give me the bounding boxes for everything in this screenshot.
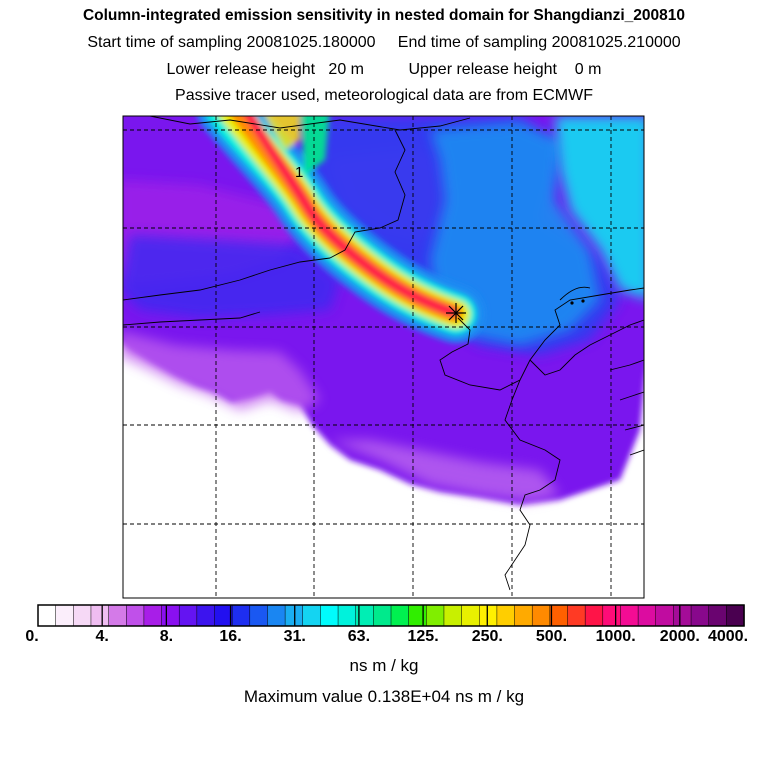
colorbar-tick-label: 31. [283,628,306,645]
colorbar-cell [602,604,622,627]
colorbar-tick-label: 63. [347,628,371,645]
colorbar-cell [584,604,604,627]
colorbar-cell [567,604,586,627]
star-cross-icon [446,303,466,323]
sampling-end-label: End time of sampling [397,34,548,51]
plume [197,116,485,343]
colorbar-cell [214,604,233,627]
sampling-times: Start time of sampling 20081025.180000 E… [0,34,768,52]
lat-lon-grid [123,116,644,598]
colorbar-cell [408,604,427,627]
colorbar-cell [267,604,286,627]
colorbar-cell [531,604,551,627]
colorbar-cell [302,604,322,627]
colorbar-cell [443,604,463,627]
colorbar-tick-label: 16. [219,628,242,645]
colorbar-cell [726,604,745,627]
colorbar-cell [249,604,269,627]
colorbar-major-dividers [101,605,681,626]
plume-label: 1 [295,164,303,181]
colorbar-cell [73,604,92,627]
colorbar-units: ns m / kg [349,656,419,675]
max-units: ns m / kg [455,687,525,706]
colorbar-cell [90,604,110,627]
colorbar-tick-label: 4000. [707,628,749,645]
colorbar-tick-label: 250. [471,628,503,645]
colorbar-cell [143,604,163,627]
colorbar-cell [637,604,657,627]
sensitivity-field-cyan [555,116,644,298]
map-frame [122,115,645,599]
lower-release-value: 20 m [328,61,364,78]
colorbar-cell [708,604,728,627]
map-field [123,116,644,598]
colorbar-tick-label: 1000. [595,628,636,645]
colorbar-cell [690,604,710,627]
colorbar-cell [655,604,675,627]
colorbar-cell [108,604,127,627]
colorbar-cell [373,604,392,627]
upper-release-value: 0 m [574,61,602,78]
colorbar-tick-label: 0. [25,628,39,645]
colorbar-tick-label: 125. [407,628,439,645]
colorbar-cell [496,604,516,627]
colorbar-cell [514,604,533,627]
colorbar-cell [55,604,74,627]
colorbar-cell [37,604,57,627]
colorbar-cell [426,604,445,627]
colorbar-tick-label: 4. [95,628,109,645]
colorbar-cell [126,604,145,627]
colorbar-cell [461,604,480,627]
lower-release-label: Lower release height [166,61,316,78]
sensitivity-field-blue-west [123,235,340,318]
coastlines [123,116,644,591]
colorbar-frame [37,604,745,627]
colorbar-cell [337,604,357,627]
sensitivity-field-pale-south [330,440,560,502]
max-value: 0.138E+04 [367,687,451,706]
sampling-start-value: 20081025.180000 [246,34,376,51]
colorbar-cell [549,604,569,627]
colorbar-cell [620,604,639,627]
plot-title: Column-integrated emission sensitivity i… [82,7,686,24]
colorbar-cell [390,604,410,627]
colorbar-cell [196,604,216,627]
release-heights: Lower release height 20 m Upper release … [0,61,768,79]
colorbar-cell [231,604,251,627]
colorbar-cells [37,604,745,627]
islands [570,299,585,305]
sensitivity-field-pale [123,331,320,412]
colorbar-cell [479,604,498,627]
upper-release-label: Upper release height [408,61,557,78]
colorbar-tick-label: 500. [535,628,568,645]
sampling-end-value: 20081025.210000 [551,34,681,51]
sampling-start-label: Start time of sampling [87,34,243,51]
sensitivity-field-lightblue [430,122,600,345]
colorbar-cell [673,604,692,627]
colorbar-tick-label: 2000. [659,628,700,645]
max-label: Maximum value [243,687,363,706]
colorbar-cell [178,604,198,627]
maximum-value: Maximum value 0.138E+04 ns m / kg [0,687,768,707]
tracer-note: Passive tracer used, meteorological data… [175,87,593,104]
colorbar-cell [161,604,180,627]
colorbar-tick-label: 8. [159,628,174,645]
colorbar-cell [320,604,339,627]
